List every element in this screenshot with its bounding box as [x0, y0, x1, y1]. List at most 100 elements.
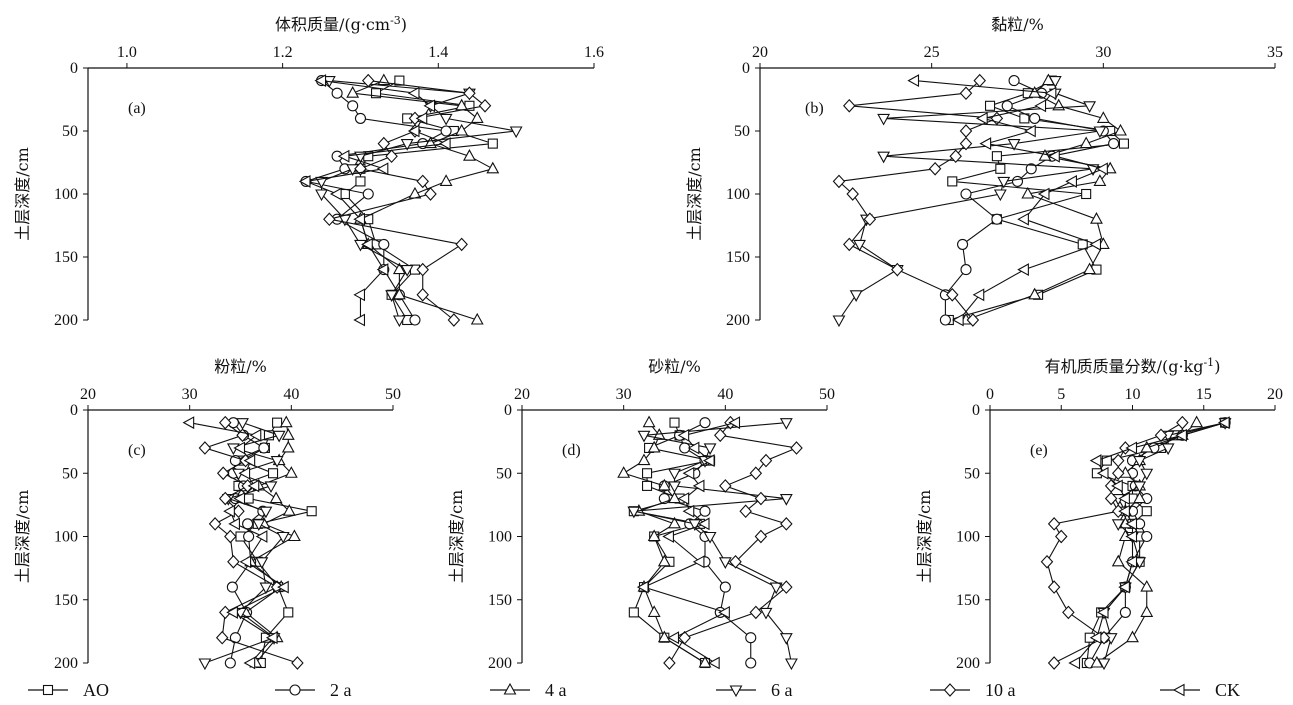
data-point — [1114, 123, 1127, 136]
data-point — [1001, 100, 1013, 112]
data-point — [355, 176, 366, 187]
data-point — [957, 238, 969, 250]
data-point — [239, 555, 252, 569]
data-point — [745, 632, 757, 644]
data-point — [306, 506, 317, 517]
x-tick-label: 1.2 — [273, 44, 293, 61]
data-point — [1154, 428, 1168, 443]
x-tick-label: 1.0 — [117, 44, 137, 61]
series-AO — [1081, 417, 1231, 669]
data-point — [972, 288, 985, 302]
data-point — [1190, 415, 1204, 428]
data-point — [708, 656, 720, 670]
data-point — [226, 581, 238, 593]
data-point — [1140, 579, 1154, 592]
x-tick-label: 40 — [283, 386, 299, 403]
data-point — [255, 530, 268, 543]
data-point — [1111, 519, 1125, 531]
data-point — [353, 212, 366, 226]
data-point — [728, 416, 741, 430]
data-point — [463, 86, 476, 101]
y-tick-label: 50 — [496, 465, 512, 482]
data-point — [647, 440, 661, 453]
data-point — [353, 288, 366, 302]
data-point — [287, 529, 301, 542]
data-point — [1133, 456, 1147, 468]
data-point — [1047, 580, 1061, 594]
data-point — [1017, 263, 1029, 277]
data-point — [272, 417, 283, 428]
series-2a — [300, 75, 452, 326]
data-point — [198, 441, 212, 455]
data-point — [198, 658, 212, 671]
data-point — [486, 161, 500, 174]
y-tick-label: 150 — [54, 592, 78, 609]
data-point — [719, 581, 731, 593]
y-axis-title: 土层深度/cm — [685, 147, 704, 241]
x-tick-label: 20 — [752, 44, 768, 61]
data-point — [1111, 479, 1123, 493]
data-point — [252, 519, 266, 531]
data-point — [227, 554, 240, 569]
data-point — [400, 265, 414, 277]
data-point — [745, 657, 757, 669]
y-axis-title: 土层深度/cm — [13, 490, 32, 584]
x-tick-label: 20 — [514, 386, 530, 403]
y-tick-label: 0 — [70, 402, 78, 419]
data-point — [283, 607, 294, 618]
data-point — [939, 314, 951, 326]
data-point — [641, 468, 653, 479]
data-point — [1048, 76, 1062, 88]
data-point — [1118, 580, 1130, 594]
data-point — [219, 491, 232, 506]
series-4a — [346, 73, 500, 325]
data-point — [1093, 174, 1107, 186]
data-point — [236, 418, 249, 430]
legend-label: 4 a — [545, 680, 567, 700]
data-point — [682, 466, 695, 480]
data-point — [242, 518, 254, 530]
data-point — [1034, 99, 1047, 113]
data-point — [1024, 124, 1036, 138]
data-point — [979, 137, 992, 151]
series-CK — [907, 74, 1108, 327]
y-tick-label: 200 — [956, 655, 980, 672]
data-point — [662, 530, 674, 543]
y-tick-label: 100 — [54, 529, 78, 546]
data-point — [407, 86, 420, 100]
data-point — [780, 517, 793, 531]
data-point — [692, 555, 705, 569]
data-point — [216, 466, 230, 481]
data-point — [668, 468, 681, 481]
data-point — [1125, 530, 1138, 543]
data-point — [346, 86, 360, 98]
x-tick-label: 5 — [1057, 386, 1065, 403]
data-point — [1096, 162, 1108, 176]
series-line — [622, 422, 706, 664]
x-tick-label: 35 — [1267, 44, 1283, 61]
data-point — [877, 113, 891, 126]
data-point — [1175, 428, 1187, 442]
data-point — [891, 262, 904, 277]
panel-label: (b) — [805, 100, 824, 117]
y-axis-title: 土层深度/cm — [13, 147, 32, 241]
data-point — [1112, 453, 1125, 468]
data-point — [1133, 491, 1147, 504]
data-point — [702, 454, 715, 468]
data-point — [699, 505, 711, 517]
data-point — [298, 174, 311, 188]
data-point — [224, 529, 237, 544]
panel-b: 20 25 30 35 0 50 100 150 200 黏粒/% 土层深度/cm (b) — [685, 15, 1283, 329]
data-point — [282, 504, 296, 516]
data-point — [959, 136, 973, 151]
data-point — [960, 264, 972, 276]
data-point — [1025, 163, 1037, 175]
data-point — [315, 176, 328, 189]
data-point — [385, 149, 398, 164]
data-point — [1090, 212, 1103, 224]
data-point — [223, 504, 235, 518]
data-point — [718, 557, 732, 569]
data-point — [314, 74, 327, 88]
data-point — [928, 161, 942, 176]
